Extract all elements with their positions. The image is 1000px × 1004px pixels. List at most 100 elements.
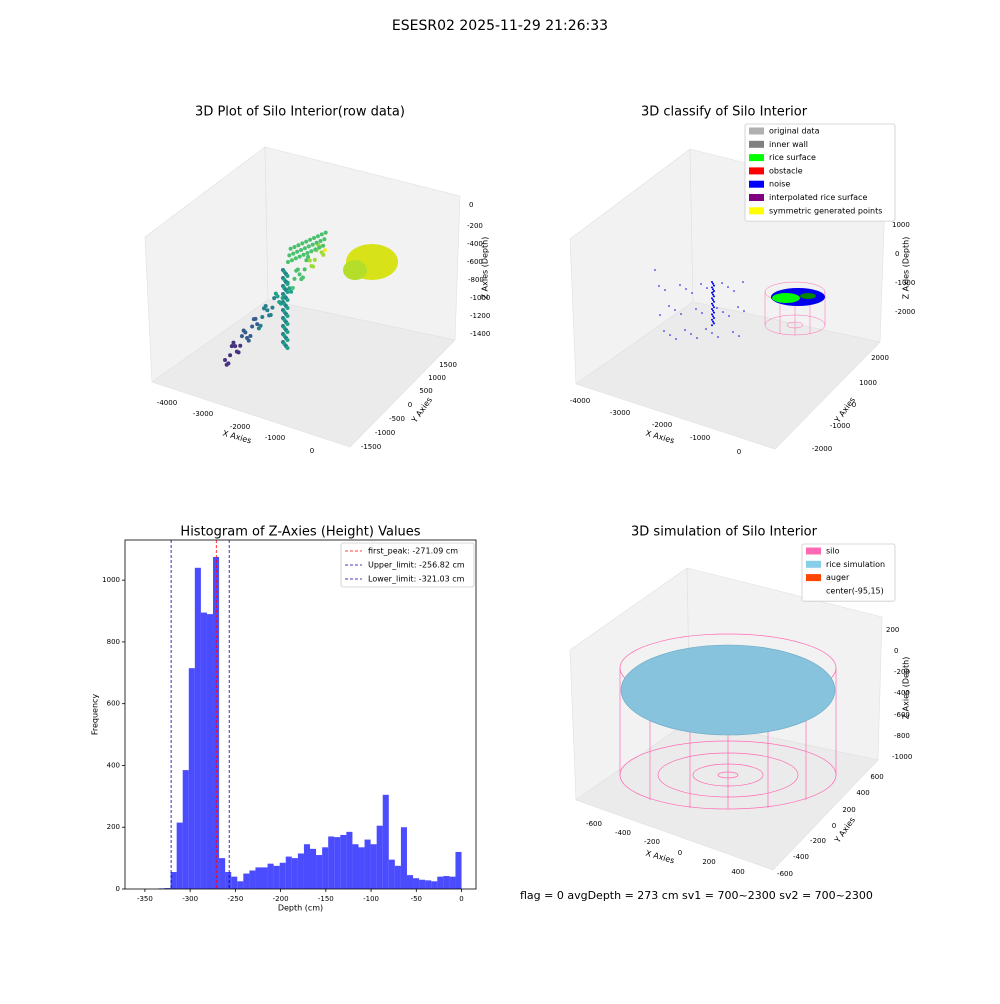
point — [669, 334, 671, 336]
point — [287, 286, 292, 291]
point — [737, 306, 739, 308]
tick-label: -2000 — [895, 308, 915, 316]
bar — [394, 865, 401, 889]
point — [712, 309, 714, 312]
legend-box — [340, 542, 475, 588]
bar — [176, 822, 183, 889]
point — [664, 289, 666, 291]
point — [287, 253, 292, 258]
point — [291, 251, 296, 256]
tick-label: 0 — [469, 201, 473, 209]
point — [295, 249, 300, 254]
bar — [219, 858, 226, 889]
point — [713, 317, 715, 319]
point — [743, 310, 745, 312]
point — [706, 287, 708, 289]
point — [701, 312, 703, 314]
point — [285, 298, 290, 302]
bar — [237, 881, 244, 889]
bar — [188, 668, 195, 889]
point — [712, 288, 714, 291]
legend-label: interpolated rice surface — [769, 193, 867, 202]
bar — [449, 876, 456, 889]
point — [659, 314, 661, 316]
point — [712, 299, 714, 301]
bar — [406, 875, 414, 889]
point — [233, 344, 238, 349]
axis-label: Y Axies — [409, 396, 434, 426]
bar — [164, 888, 171, 889]
tick-label: -400 — [467, 240, 483, 248]
point — [228, 353, 233, 358]
point — [321, 243, 326, 248]
point — [713, 295, 715, 298]
bar — [364, 839, 371, 889]
legend-label: Upper_limit: -256.82 cm — [368, 561, 465, 570]
bar — [261, 867, 268, 889]
point — [229, 344, 234, 349]
point — [711, 313, 713, 316]
axis-label: X Axies — [645, 429, 676, 446]
bar — [340, 834, 347, 889]
point — [679, 284, 681, 286]
tick-label: 1000 — [892, 221, 910, 229]
tick-label: -200 — [810, 837, 826, 845]
bar — [382, 794, 389, 889]
point — [713, 290, 715, 292]
axis-label: Y Axies — [832, 816, 857, 846]
tick-label: -2000 — [652, 421, 672, 429]
point — [705, 328, 707, 330]
tick-label: -400 — [615, 829, 631, 837]
bar — [370, 844, 377, 889]
bar — [334, 837, 341, 889]
point — [317, 245, 322, 250]
point — [288, 246, 293, 251]
point — [318, 239, 323, 243]
bar — [400, 827, 407, 889]
legend-swatch — [749, 140, 764, 148]
point — [297, 272, 302, 277]
point — [295, 267, 300, 272]
x-tick-label: -200 — [273, 895, 289, 903]
bar — [346, 831, 353, 889]
legend-label: original data — [769, 127, 820, 136]
point — [711, 297, 713, 300]
point — [712, 320, 714, 323]
point — [299, 248, 303, 252]
tick-label: -1000 — [892, 753, 912, 761]
bar — [206, 614, 214, 889]
point — [285, 330, 290, 334]
point — [246, 338, 251, 343]
y-axis-label: Frequency — [91, 694, 100, 736]
point — [289, 258, 294, 263]
bar — [291, 858, 298, 889]
bar — [279, 862, 286, 889]
bar — [413, 878, 420, 889]
point — [296, 243, 301, 248]
point — [696, 337, 698, 339]
tick-label: 1000 — [428, 374, 446, 382]
point — [700, 283, 702, 285]
tick-label: 0 — [408, 401, 412, 409]
point — [248, 333, 253, 338]
point — [300, 275, 305, 280]
point — [226, 361, 231, 366]
point — [285, 338, 290, 342]
point — [285, 322, 290, 326]
y-tick-label: 600 — [107, 700, 120, 708]
bar — [273, 865, 280, 889]
tick-label: 0 — [832, 822, 836, 830]
point — [313, 247, 318, 252]
bar — [267, 863, 274, 889]
point — [684, 329, 686, 331]
status-note: flag = 0 avgDepth = 273 cm sv1 = 700~230… — [520, 889, 873, 902]
legend-swatch — [749, 127, 764, 135]
bar — [255, 867, 262, 889]
legend-swatch — [806, 560, 821, 568]
tick-label: -600 — [777, 870, 793, 878]
point — [728, 315, 730, 317]
tick-label: -200 — [894, 668, 910, 676]
point — [690, 333, 692, 335]
legend-swatch — [749, 194, 764, 201]
tick-label: -3000 — [193, 410, 213, 418]
